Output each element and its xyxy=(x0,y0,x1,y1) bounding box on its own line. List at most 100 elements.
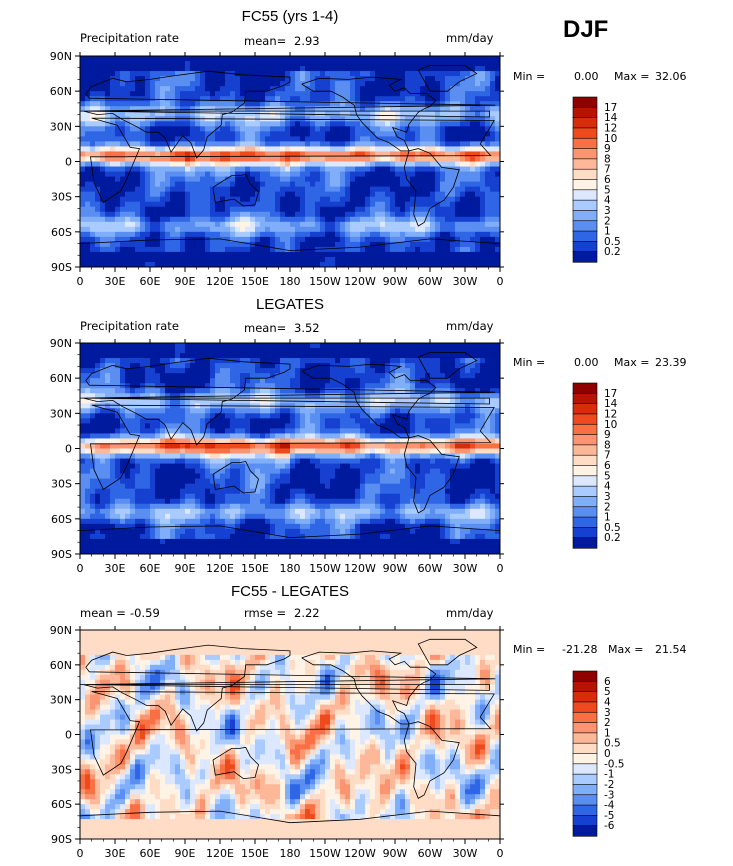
colorbar-label: 6 xyxy=(604,460,611,472)
x-tick-label: 90E xyxy=(175,275,196,288)
colorbar-label: -2 xyxy=(604,779,614,791)
colorbar-label: 14 xyxy=(604,398,618,410)
units-label: mm/day xyxy=(446,606,494,620)
x-tick-label: 90E xyxy=(175,847,196,860)
x-tick-label: 0 xyxy=(497,847,504,860)
y-tick-label: 30S xyxy=(51,763,72,776)
max-value: 23.39 xyxy=(655,356,687,369)
rmse-value: 2.22 xyxy=(294,606,320,620)
colorbar-swatch xyxy=(572,681,598,693)
x-tick-label: 180 xyxy=(280,847,301,860)
colorbar-label: 0.5 xyxy=(604,738,621,750)
colorbar-swatch xyxy=(572,722,598,734)
x-tick-label: 120E xyxy=(206,847,234,860)
x-tick-label: 0 xyxy=(497,275,504,288)
panel-title: FC55 - LEGATES xyxy=(230,583,350,600)
colorbar-label: 5 xyxy=(604,184,611,196)
x-tick-label: 30E xyxy=(105,275,126,288)
coastlines xyxy=(80,351,500,554)
min-label: Min = xyxy=(513,356,546,369)
y-tick-label: 90S xyxy=(51,261,72,274)
colorbar-label: 17 xyxy=(604,102,617,114)
rmse-label: rmse = xyxy=(244,606,287,620)
colorbar-label: 10 xyxy=(604,133,617,145)
colorbar-label: 12 xyxy=(604,408,617,420)
y-tick-label: 0 xyxy=(65,443,72,456)
units-label: mm/day xyxy=(446,31,494,45)
mean-label: mean= xyxy=(244,321,287,335)
colorbar-label: -0.5 xyxy=(604,758,625,770)
colorbar-swatch xyxy=(572,742,598,755)
x-tick-label: 120E xyxy=(206,562,234,575)
colorbar-swatch xyxy=(572,825,598,837)
colorbar-swatch xyxy=(572,784,598,796)
x-tick-label: 150E xyxy=(241,562,269,575)
colorbar-label: 1 xyxy=(604,512,611,524)
panel-title: LEGATES xyxy=(255,296,325,313)
colorbar-label: 7 xyxy=(604,164,611,176)
x-tick-label: 60E xyxy=(140,562,161,575)
x-tick-label: 150W xyxy=(309,847,341,860)
x-tick-label: 60W xyxy=(418,847,443,860)
x-tick-label: 150W xyxy=(309,275,341,288)
colorbar-label: 5 xyxy=(604,470,611,482)
max-value: 32.06 xyxy=(655,70,687,83)
panel-title: FC55 (yrs 1-4) xyxy=(241,8,339,25)
x-tick-label: 0 xyxy=(497,562,504,575)
x-tick-label: 30W xyxy=(453,275,478,288)
max-label: Max = xyxy=(614,70,650,83)
colorbar-swatch xyxy=(572,815,598,827)
colorbar-label: 9 xyxy=(604,143,611,155)
y-tick-label: 0 xyxy=(65,729,72,742)
y-tick-label: 90S xyxy=(51,548,72,561)
colorbar-label: 5 xyxy=(604,686,611,698)
x-tick-label: 30W xyxy=(453,562,478,575)
colorbar-label: 1 xyxy=(604,727,611,739)
colorbar-label: 14 xyxy=(604,112,618,124)
colorbar-swatch xyxy=(572,670,598,682)
x-tick-label: 90E xyxy=(175,562,196,575)
min-label: Min = xyxy=(513,643,546,656)
x-tick-label: 60W xyxy=(418,562,443,575)
y-tick-label: 60N xyxy=(50,659,72,672)
season-label: DJF xyxy=(563,16,609,43)
precipitation-field xyxy=(80,56,500,267)
colorbar-label: 6 xyxy=(604,174,611,186)
mean-label: mean = xyxy=(80,606,126,620)
colorbar-label: 4 xyxy=(604,481,611,493)
x-tick-label: 90W xyxy=(383,847,408,860)
x-tick-label: 180 xyxy=(280,275,301,288)
mean-label: mean= xyxy=(244,34,287,48)
colorbar-swatch xyxy=(572,701,598,713)
colorbar-label: 3 xyxy=(604,205,611,217)
colorbar-swatch xyxy=(572,537,598,549)
colorbar-label: 0 xyxy=(604,748,611,760)
units-label: mm/day xyxy=(446,319,494,333)
colorbar-swatch xyxy=(572,794,598,806)
coastlines xyxy=(80,65,500,267)
colorbar-label: 9 xyxy=(604,429,611,441)
y-tick-label: 60S xyxy=(51,798,72,811)
x-tick-label: 30E xyxy=(105,847,126,860)
colorbar-label: 17 xyxy=(604,388,617,400)
x-tick-label: 150W xyxy=(309,562,341,575)
y-tick-label: 60N xyxy=(50,372,72,385)
y-tick-label: 60N xyxy=(50,85,72,98)
colorbar-label: 0.2 xyxy=(604,532,621,544)
colorbar-label: -6 xyxy=(604,820,615,832)
colorbar-label: 6 xyxy=(604,676,611,688)
max-value: 21.54 xyxy=(655,643,687,656)
colorbar-label: 2 xyxy=(604,717,611,729)
x-tick-label: 0 xyxy=(77,562,84,575)
x-tick-label: 150E xyxy=(241,847,269,860)
colorbar-label: 0.5 xyxy=(604,522,621,534)
colorbar-label: 2 xyxy=(604,501,611,513)
panel-subtitle: Precipitation rate xyxy=(80,31,179,45)
max-label: Max = xyxy=(608,643,644,656)
colorbar-swatch xyxy=(572,732,598,744)
min-label: Min = xyxy=(513,70,546,83)
x-tick-label: 120W xyxy=(344,562,376,575)
colorbar-swatch xyxy=(572,773,598,786)
x-tick-label: 0 xyxy=(77,847,84,860)
